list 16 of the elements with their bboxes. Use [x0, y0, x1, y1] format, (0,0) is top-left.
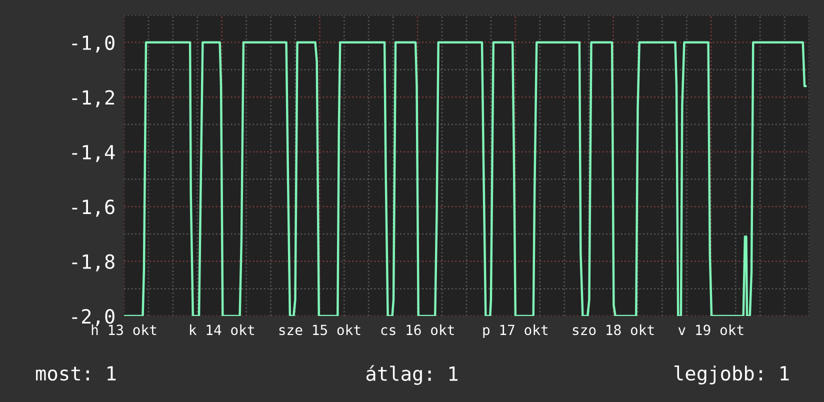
x-tick-label: h 13 okt: [92, 324, 156, 336]
x-tick-label: k 14 okt: [190, 324, 254, 336]
text: most: 1: [36, 366, 116, 381]
y-tick-label: -1,0: [72, 35, 114, 53]
x-tick-label: cs 16 okt: [381, 324, 454, 336]
x-tick-label: sze 15 okt: [279, 324, 360, 336]
y-tick-label: -1,4: [72, 145, 115, 162]
x-tick-label: szo 18 okt: [572, 324, 654, 336]
text: átlag: 1: [366, 365, 458, 385]
y-tick-label: -1,8: [72, 254, 114, 272]
x-tick-label: p 17 okt: [483, 324, 548, 338]
y-tick-label: -2,0: [72, 309, 114, 326]
y-tick-label: -1,2: [72, 90, 114, 108]
y-tick-label: -1,6: [72, 200, 114, 217]
text: legjobb: 1: [674, 365, 789, 385]
x-tick-label: v 19 okt: [678, 324, 744, 336]
